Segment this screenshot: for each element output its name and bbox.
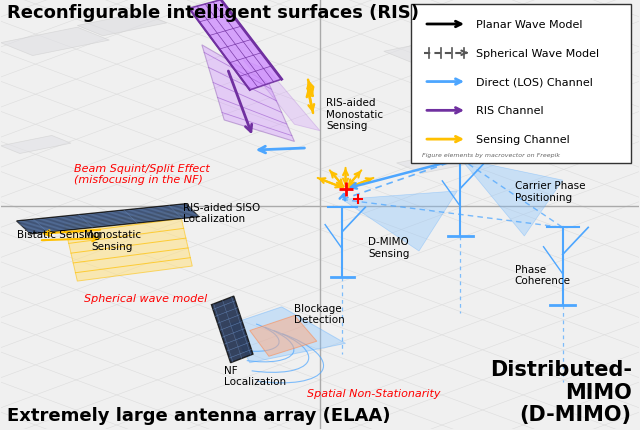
Text: RIS-aided SISO
Localization: RIS-aided SISO Localization <box>182 202 260 224</box>
FancyBboxPatch shape <box>411 5 631 163</box>
Text: Direct (LOS) Channel: Direct (LOS) Channel <box>476 77 593 87</box>
Polygon shape <box>243 61 320 132</box>
Text: Carrier Phase
Positioning: Carrier Phase Positioning <box>515 181 585 202</box>
Polygon shape <box>461 159 563 236</box>
Polygon shape <box>384 33 518 68</box>
Polygon shape <box>65 211 192 282</box>
Text: Spherical wave model: Spherical wave model <box>84 294 207 304</box>
Text: Planar Wave Model: Planar Wave Model <box>476 20 583 30</box>
Text: RIS-aided
Monostatic
Sensing: RIS-aided Monostatic Sensing <box>326 98 383 131</box>
Polygon shape <box>397 150 486 174</box>
Text: Beam Squint/Split Effect
(misfocusing in the NF): Beam Squint/Split Effect (misfocusing in… <box>74 163 210 185</box>
Polygon shape <box>250 316 317 356</box>
Text: Figure elements by macrovector on Freepik: Figure elements by macrovector on Freepi… <box>422 153 560 158</box>
Text: Bistatic Sensing: Bistatic Sensing <box>17 229 100 239</box>
Polygon shape <box>17 204 198 234</box>
Polygon shape <box>1 136 71 154</box>
Text: D-MIMO
Sensing: D-MIMO Sensing <box>368 237 409 258</box>
Text: Spatial Non-Stationarity: Spatial Non-Stationarity <box>307 388 441 398</box>
Polygon shape <box>77 14 167 37</box>
Text: Spherical Wave Model: Spherical Wave Model <box>476 49 600 58</box>
Polygon shape <box>189 1 282 91</box>
Polygon shape <box>202 46 294 142</box>
Text: Extremely large antenna array (ELAA): Extremely large antenna array (ELAA) <box>7 406 390 424</box>
Text: Distributed-
MIMO
(D-MIMO): Distributed- MIMO (D-MIMO) <box>490 359 632 424</box>
Polygon shape <box>230 307 346 363</box>
Polygon shape <box>211 296 253 363</box>
Polygon shape <box>342 191 458 252</box>
Text: NF
Localization: NF Localization <box>224 365 286 387</box>
Text: Reconfigurable intelligent surfaces (RIS): Reconfigurable intelligent surfaces (RIS… <box>7 4 419 22</box>
Text: Phase
Coherence: Phase Coherence <box>515 264 571 286</box>
Polygon shape <box>479 19 588 48</box>
Text: Blockage
Detection: Blockage Detection <box>294 303 345 324</box>
Text: RIS Channel: RIS Channel <box>476 106 544 116</box>
Polygon shape <box>1 28 109 56</box>
Text: Monostatic
Sensing: Monostatic Sensing <box>84 230 141 252</box>
Text: Sensing Channel: Sensing Channel <box>476 135 570 145</box>
